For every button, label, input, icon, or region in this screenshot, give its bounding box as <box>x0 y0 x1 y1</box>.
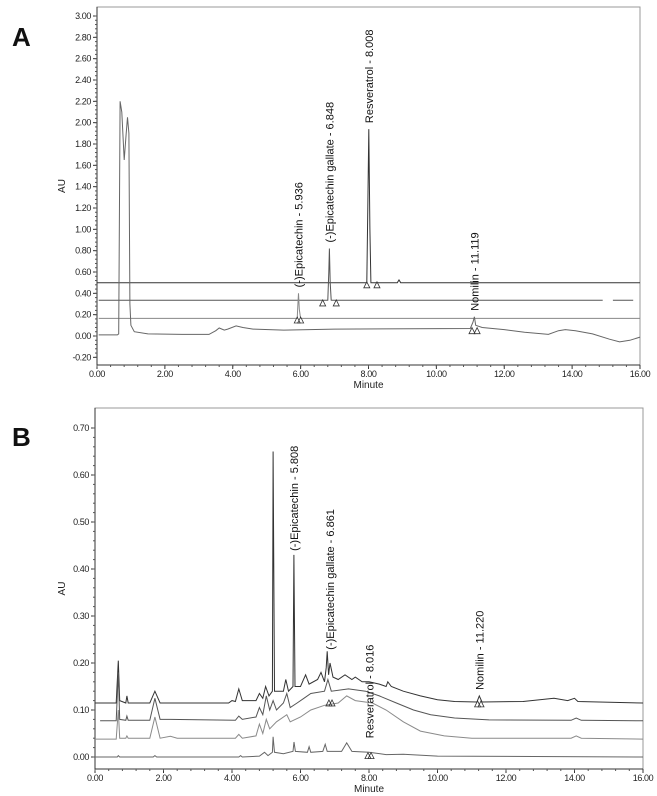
y-tick-label: 1.80 <box>75 139 91 149</box>
x-tick-label: 16.00 <box>633 773 654 783</box>
y-tick-label: 0.00 <box>75 331 91 341</box>
peak-marker-triangle <box>296 316 305 324</box>
peak-label: (-)Epicatechin gallate - 6.861 <box>325 509 337 650</box>
peak-marker-triangle <box>332 299 340 307</box>
series-trace-4 <box>98 101 641 343</box>
y-tick-label: 0.80 <box>75 246 91 256</box>
panel-letter: A <box>12 22 31 52</box>
y-tick-label: 2.00 <box>75 118 91 128</box>
peak-marker-triangle <box>477 699 485 708</box>
x-tick-label: 4.00 <box>224 773 240 783</box>
x-tick-label: 6.00 <box>293 369 309 379</box>
x-tick-label: 10.00 <box>426 369 447 379</box>
series-trace-4 <box>95 736 644 758</box>
panel-a: A 0.00 2.00 4.00 6.00 8.00 10.00 12.00 14.00 16.0… <box>12 6 651 391</box>
panel-letter: B <box>12 422 31 452</box>
y-tick-label: 0.40 <box>73 564 89 574</box>
x-tick-label: 2.00 <box>157 369 173 379</box>
y-tick-label: 0.60 <box>75 267 91 277</box>
peak-marker-triangle <box>363 280 371 289</box>
peak-label: (-)Epicatechin gallate - 6.848 <box>324 102 336 243</box>
series-trace-3 <box>98 293 640 319</box>
peak-marker-triangle <box>367 751 375 759</box>
series-trace-1 <box>95 451 644 704</box>
y-tick-label: -0.20 <box>72 352 91 362</box>
peak-marker-triangle <box>328 699 336 707</box>
x-axis-label: Minute <box>353 380 383 391</box>
peak-marker-triangle <box>468 326 476 335</box>
peak-label: Nomilin - 11.119 <box>469 232 481 310</box>
x-tick-label: 14.00 <box>564 773 585 783</box>
y-tick-label: 0.60 <box>73 470 89 480</box>
y-tick-label: 0.70 <box>73 423 89 433</box>
y-tick-label: 0.30 <box>73 611 89 621</box>
peak-marker-triangle <box>473 326 481 335</box>
series-trace-1 <box>97 129 640 284</box>
y-tick-label: 0.20 <box>75 310 91 320</box>
x-tick-label: 14.00 <box>562 369 583 379</box>
series-trace-2 <box>100 672 644 722</box>
x-tick-label: 2.00 <box>156 773 172 783</box>
y-tick-label: 2.80 <box>75 32 91 42</box>
peak-marker-triangle <box>319 299 327 307</box>
x-tick-label: 16.00 <box>630 369 651 379</box>
x-tick-label: 6.00 <box>293 773 309 783</box>
x-axis-label: Minute <box>354 784 384 795</box>
y-tick-label: 0.00 <box>73 752 89 762</box>
peak-marker-triangle <box>364 751 372 759</box>
y-tick-label: 1.60 <box>75 160 91 170</box>
x-tick-label: 4.00 <box>225 369 241 379</box>
peak-label: (-)Epicatechin - 5.936 <box>293 182 305 287</box>
x-tick-label: 12.00 <box>496 773 517 783</box>
panel-b: B 0.00 2.00 4.00 6.00 8.00 10.00 12.00 14.00 16.0… <box>12 407 654 795</box>
peak-label: Resveratrol - 8.008 <box>364 30 376 124</box>
x-tick-label: 8.00 <box>361 773 377 783</box>
x-tick-label: 0.00 <box>87 773 103 783</box>
y-tick-label: 3.00 <box>75 11 91 21</box>
peak-label: Resveratrol - 8.016 <box>365 645 377 739</box>
peak-label: Nomilin - 11.220 <box>474 611 486 690</box>
y-axis-label: AU <box>57 179 68 193</box>
peak-marker-triangle <box>373 280 381 289</box>
y-tick-label: 2.40 <box>75 75 91 85</box>
y-tick-label: 0.40 <box>75 288 91 298</box>
y-tick-label: 1.20 <box>75 203 91 213</box>
series-trace-3 <box>95 695 644 740</box>
y-tick-label: 2.20 <box>75 96 91 106</box>
y-tick-label: 2.60 <box>75 54 91 64</box>
y-tick-label: 1.00 <box>75 224 91 234</box>
y-tick-label: 0.20 <box>73 658 89 668</box>
peak-label: (-)Epicatechin - 5.808 <box>289 446 301 551</box>
y-tick-label: 0.10 <box>73 705 89 715</box>
y-tick-label: 0.50 <box>73 517 89 527</box>
y-axis-label: AU <box>57 582 68 596</box>
series-trace-2 <box>98 248 634 301</box>
y-tick-label: 1.40 <box>75 182 91 192</box>
x-tick-label: 12.00 <box>494 369 515 379</box>
x-tick-label: 0.00 <box>89 369 105 379</box>
x-tick-label: 10.00 <box>427 773 448 783</box>
x-tick-label: 8.00 <box>361 369 377 379</box>
